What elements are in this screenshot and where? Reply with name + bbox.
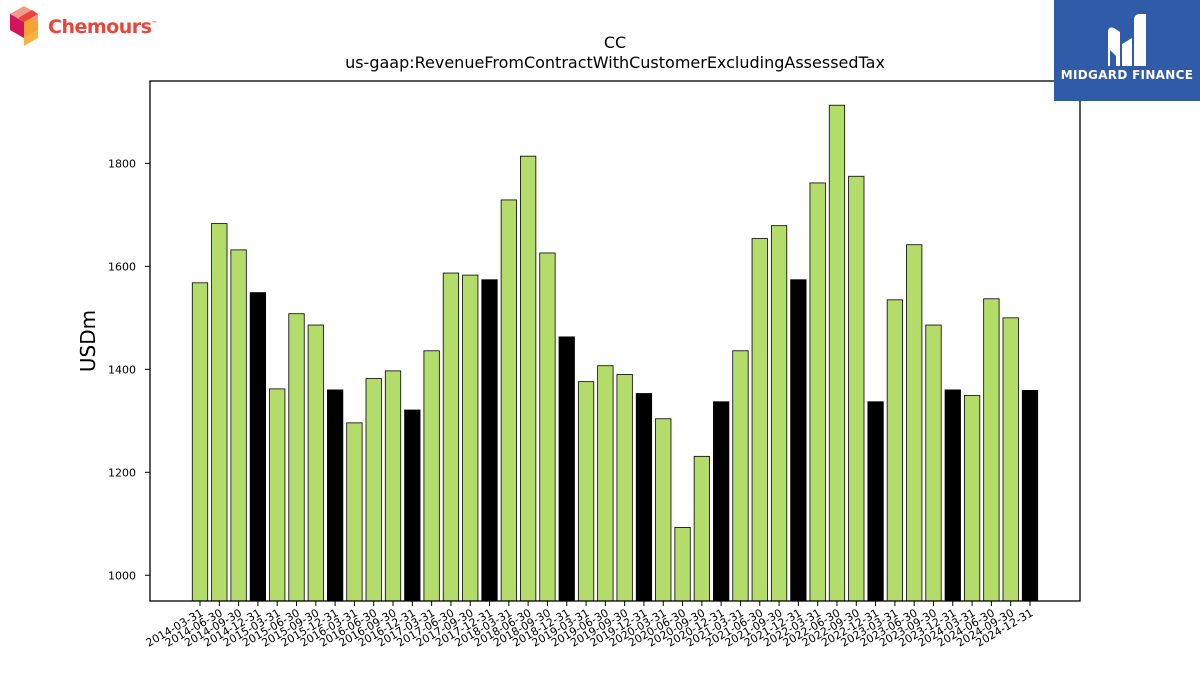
bar-2021-09-30 (770, 225, 788, 602)
chart-subtitle: us-gaap:RevenueFromContractWithCustomerE… (345, 53, 885, 72)
bar-2023-09-30 (925, 324, 942, 602)
bar-2015-03-31 (269, 388, 286, 602)
bar-2021-12-31 (790, 279, 807, 602)
y-axis-label: USDm (76, 310, 100, 372)
y-tick-label: 1000 (108, 569, 136, 582)
bar-2018-03-31 (500, 199, 517, 602)
chemours-hexagon-icon (10, 6, 38, 46)
bar-2020-03-31 (655, 418, 672, 602)
bar-2017-06-30 (442, 272, 460, 602)
bar-2022-03-31 (809, 182, 826, 602)
bar-2019-03-31 (577, 381, 595, 602)
bar-2015-09-30 (307, 324, 324, 602)
bar-2016-03-31 (346, 422, 363, 602)
bar-2021-06-30 (751, 238, 768, 602)
bar-2018-12-31 (558, 336, 575, 602)
midgard-mark-icon (1108, 14, 1146, 66)
bar-2018-09-30 (539, 252, 556, 602)
bar-2016-09-30 (384, 370, 402, 602)
bar-2019-06-30 (597, 365, 614, 602)
chemours-logo: Chemours™ (4, 4, 164, 50)
bar-2024-06-30 (983, 298, 1000, 602)
bar-2017-09-30 (462, 274, 479, 602)
x-axis-ticks: 2014-03-312014-06-302014-09-302014-12-31… (144, 601, 1036, 650)
bar-2024-12-31 (1021, 390, 1039, 602)
bar-2023-06-30 (906, 244, 923, 602)
bar-2024-09-30 (1002, 317, 1019, 602)
bar-2014-12-31 (249, 292, 267, 602)
bar-2014-09-30 (230, 249, 247, 602)
bar-2016-06-30 (365, 378, 382, 602)
chemours-wordmark: Chemours™ (48, 16, 157, 38)
y-tick-label: 1400 (108, 363, 136, 376)
bar-2022-06-30 (828, 104, 846, 602)
bar-2021-03-31 (732, 350, 749, 602)
bar-2023-12-31 (944, 389, 961, 602)
bar-2020-12-31 (713, 401, 730, 602)
bar-2015-06-30 (288, 313, 305, 602)
y-tick-label: 1200 (108, 466, 136, 479)
y-axis-ticks: 1000 1200 1400 1600 1800 (108, 157, 150, 582)
bar-series (191, 104, 1039, 602)
bar-2020-06-30 (674, 526, 691, 602)
midgard-wordmark: MIDGARD FINANCE (1060, 68, 1194, 82)
bar-2019-09-30 (616, 374, 633, 602)
bar-2019-12-31 (635, 393, 653, 602)
y-tick-label: 1800 (108, 157, 136, 170)
bar-2014-03-31 (191, 282, 209, 602)
bar-2016-12-31 (404, 409, 421, 602)
bar-2014-06-30 (211, 223, 228, 602)
midgard-finance-logo: MIDGARD FINANCE (1054, 0, 1200, 101)
bar-2022-09-30 (848, 175, 865, 602)
bar-2024-03-31 (963, 395, 981, 602)
bar-2017-12-31 (481, 279, 498, 602)
bar-2020-09-30 (693, 455, 710, 602)
bar-2015-12-31 (326, 389, 344, 602)
plot-frame (149, 80, 1081, 602)
bar-2022-12-31 (867, 401, 884, 602)
bar-2017-03-31 (423, 350, 440, 602)
bar-2018-06-30 (520, 155, 537, 602)
y-tick-label: 1600 (108, 260, 136, 273)
chart-title: CC (604, 33, 626, 52)
bar-2023-03-31 (886, 299, 903, 602)
